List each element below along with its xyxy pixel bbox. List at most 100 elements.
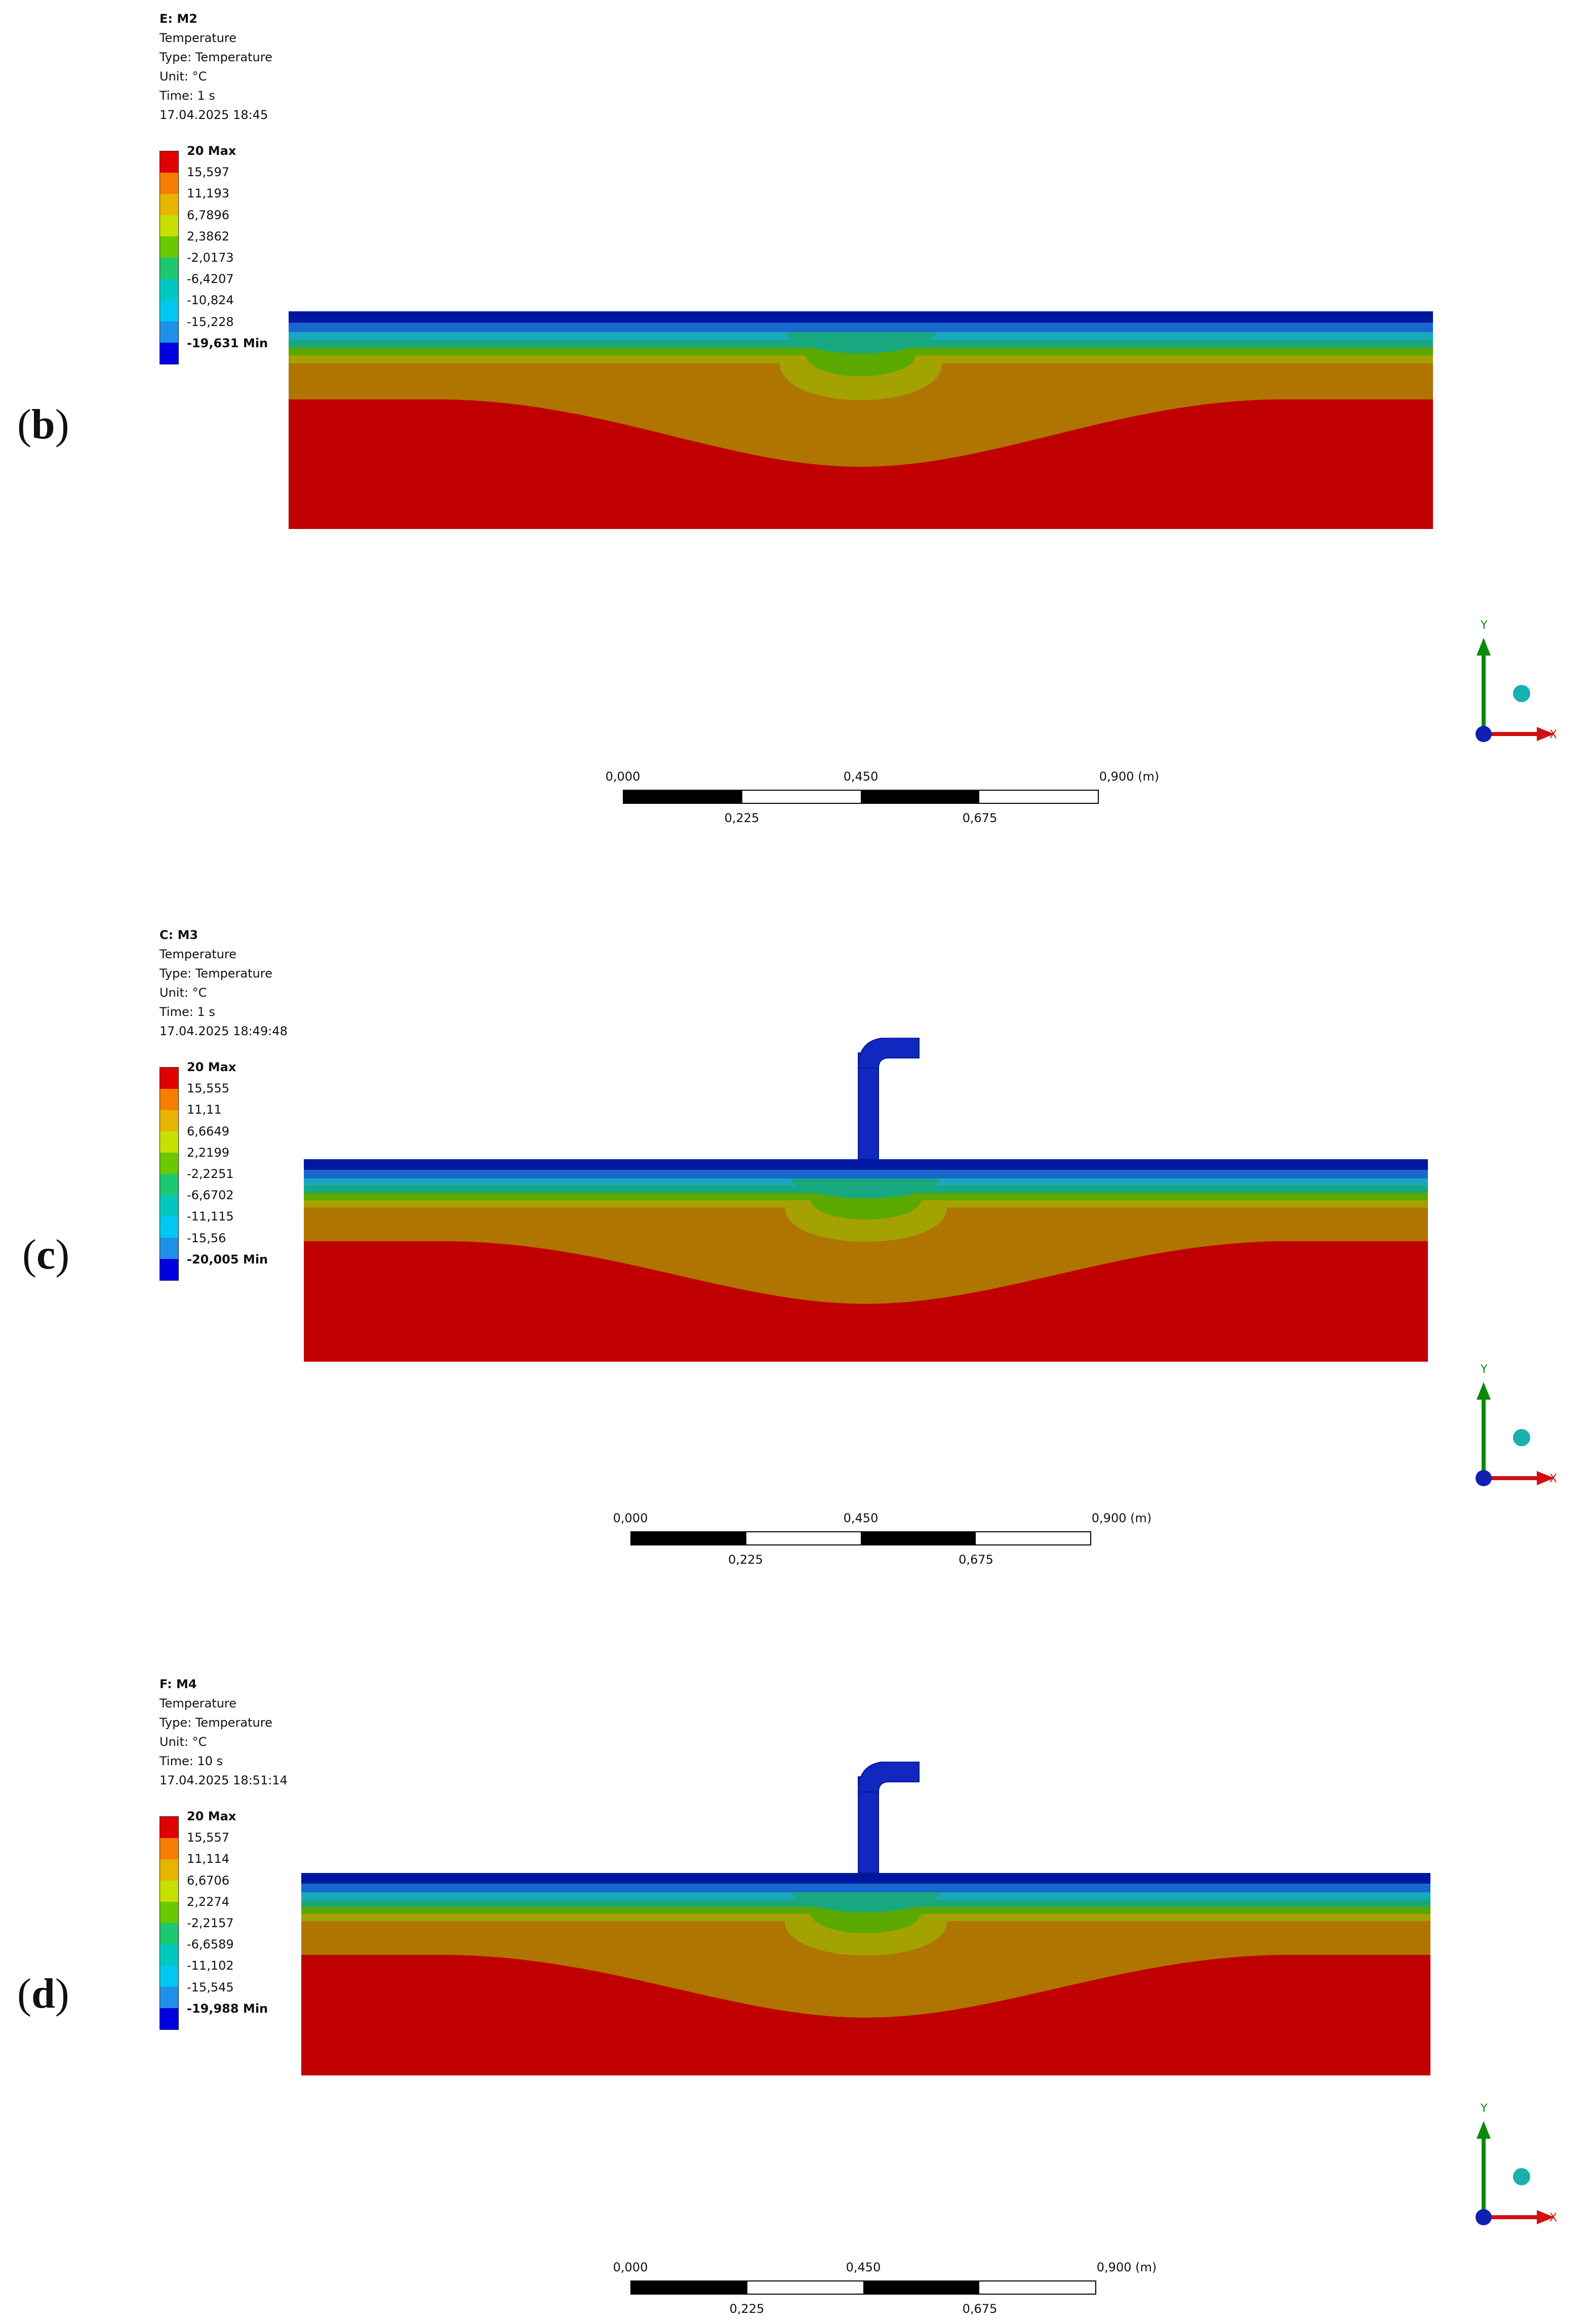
- header-line: Time: 1 s: [160, 89, 215, 103]
- origin-dot: [1476, 2209, 1492, 2225]
- legend-swatch: [160, 321, 178, 343]
- header-line: Time: 10 s: [160, 1754, 223, 1768]
- pipe-elbow: [857, 1038, 920, 1069]
- temperature-contour-plot: [304, 1038, 1428, 1362]
- legend-swatch: [160, 343, 178, 364]
- legend-label: 15,557: [187, 1830, 229, 1845]
- legend-swatch: [160, 236, 178, 258]
- legend-label: -10,824: [187, 293, 234, 308]
- scale-segment: [747, 2281, 863, 2294]
- header-line: 17.04.2025 18:49:48: [160, 1024, 288, 1038]
- scale-segment: [746, 1532, 861, 1544]
- header-line: Type: Temperature: [160, 966, 272, 981]
- scale-label: 0,000: [613, 1511, 648, 1525]
- legend-label: 11,114: [187, 1852, 229, 1866]
- legend-label: 2,2274: [187, 1894, 229, 1909]
- legend-color-bar: [160, 151, 179, 364]
- header-line: Unit: °C: [160, 1735, 207, 1749]
- result-header: E: M2 Temperature Type: Temperature Unit…: [160, 9, 272, 125]
- result-header: C: M3 Temperature Type: Temperature Unit…: [160, 925, 288, 1041]
- x-axis-label: X: [1549, 1473, 1557, 1485]
- legend-swatch: [160, 1174, 178, 1195]
- legend-swatch: [160, 1216, 178, 1238]
- legend-label: 20 Max: [187, 1809, 236, 1823]
- scale-label: 0,450: [843, 769, 879, 784]
- x-axis-label: X: [1549, 728, 1557, 741]
- header-line: Unit: °C: [160, 69, 207, 84]
- scale-label: 0,225: [729, 2302, 765, 2316]
- scale-segment: [861, 1532, 976, 1544]
- pipe-riser: [858, 1052, 879, 1160]
- legend-label: -19,631 Min: [187, 336, 268, 350]
- scale-label: 0,900 (m): [1099, 769, 1160, 784]
- legend-swatch: [160, 1859, 178, 1881]
- legend-label: 6,6649: [187, 1124, 229, 1138]
- legend-swatch: [160, 1110, 178, 1131]
- legend-label: 6,6706: [187, 1873, 229, 1888]
- panel-c: (c) C: M3 Temperature Type: Temperature …: [0, 916, 1594, 1665]
- header-line: Temperature: [160, 31, 237, 45]
- legend-swatch: [160, 1259, 178, 1280]
- contour-band: [301, 1873, 1430, 1884]
- legend-label: -6,4207: [187, 272, 234, 287]
- origin-dot: [1476, 726, 1492, 742]
- header-line: 17.04.2025 18:51:14: [160, 1773, 288, 1787]
- scale-bar: 0,000 0,450 0,900 (m) 0,225 0,675: [613, 1511, 1152, 1577]
- legend-swatch: [160, 194, 178, 215]
- result-header: F: M4 Temperature Type: Temperature Unit…: [160, 1675, 288, 1790]
- scale-label: 0,900 (m): [1091, 1511, 1152, 1525]
- scale-bar: 0,000 0,450 0,900 (m) 0,225 0,675: [606, 769, 1160, 835]
- view-sphere-icon: [1513, 1429, 1530, 1446]
- contour-band: [301, 1883, 1430, 1893]
- scale-label: 0,675: [962, 811, 998, 825]
- y-axis-arrowhead: [1477, 1382, 1491, 1400]
- legend-swatch: [160, 1838, 178, 1859]
- x-axis-label: X: [1549, 2212, 1557, 2224]
- legend-label: -15,56: [187, 1231, 226, 1245]
- scale-bar-graphic: [630, 2280, 1096, 2295]
- x-axis-arrowhead: [1537, 2210, 1555, 2224]
- x-axis-arrowhead: [1537, 727, 1555, 741]
- scale-segment: [863, 2281, 979, 2294]
- scale-segment: [631, 1532, 746, 1544]
- scale-label: 0,000: [605, 769, 641, 784]
- legend-label: 6,7896: [187, 208, 229, 222]
- legend-swatch: [160, 1881, 178, 1902]
- legend-label: -20,005 Min: [187, 1252, 268, 1267]
- result-title: C: M3: [160, 928, 198, 942]
- scale-segment: [979, 791, 1098, 803]
- legend-swatch: [160, 1089, 178, 1110]
- y-axis-arrowhead: [1477, 638, 1491, 656]
- legend-swatch: [160, 1195, 178, 1216]
- contour-band: [805, 352, 916, 376]
- scale-segment: [624, 791, 742, 803]
- header-line: Type: Temperature: [160, 50, 272, 64]
- contour-band: [785, 1921, 947, 1956]
- scale-segment: [631, 2281, 747, 2294]
- scale-label: 0,675: [959, 1553, 993, 1567]
- legend-swatch: [160, 1238, 178, 1259]
- y-axis-label: Y: [1480, 1363, 1488, 1376]
- origin-dot: [1476, 1470, 1492, 1486]
- legend-swatch: [160, 1153, 178, 1174]
- contour-band: [289, 311, 1433, 323]
- scale-segment: [979, 2281, 1095, 2294]
- legend-label: -11,102: [187, 1959, 234, 1973]
- contour-band: [785, 1207, 947, 1242]
- result-title: E: M2: [160, 12, 197, 26]
- legend-color-bar: [160, 1067, 179, 1281]
- legend-swatch: [160, 151, 178, 173]
- legend-swatch: [160, 1068, 178, 1089]
- legend-swatch: [160, 300, 178, 321]
- legend-label: 11,193: [187, 186, 229, 201]
- y-axis-label: Y: [1480, 2102, 1488, 2115]
- legend-swatch: [160, 215, 178, 236]
- contour-band: [810, 1198, 922, 1220]
- legend-label: 11,11: [187, 1103, 222, 1117]
- legend-swatch: [160, 1902, 178, 1923]
- scale-bar-graphic: [623, 790, 1099, 804]
- scale-segment: [742, 791, 861, 803]
- scale-segment: [975, 1532, 1090, 1544]
- contour-band: [810, 1911, 922, 1934]
- panel-label: (b): [17, 401, 69, 448]
